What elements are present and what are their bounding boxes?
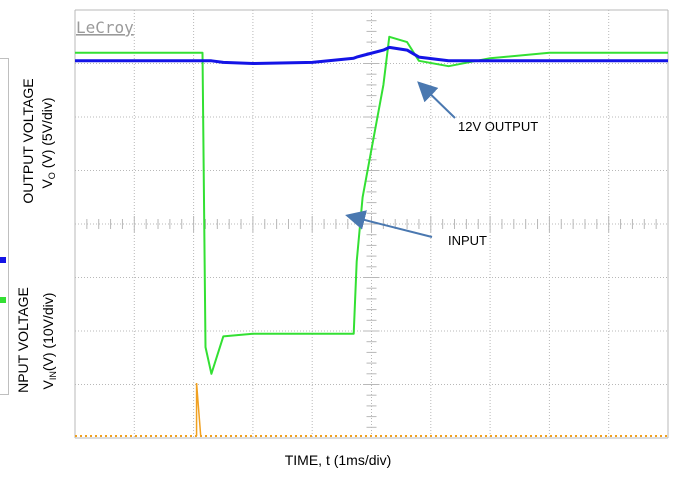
output-voltage-label: OUTPUT VOLTAGE [20, 78, 36, 204]
annotation-12v-output: 12V OUTPUT [458, 119, 538, 134]
x-axis-label: TIME, t (1ms/div) [284, 452, 392, 468]
annotation-layer: 12V OUTPUT INPUT [345, 81, 538, 248]
input-voltage-label: NPUT VOLTAGE [15, 287, 31, 393]
left-panel-edge-top [0, 58, 9, 395]
output-voltage-scale-label: VO (V) (5V/div) [39, 97, 57, 189]
output-trace [75, 45, 668, 65]
lecroy-logo-text: LeCroy [76, 18, 134, 37]
input-channel-marker [0, 297, 6, 303]
arrow-output [417, 81, 456, 119]
plot-grid [74, 9, 669, 439]
annotation-input: INPUT [448, 233, 487, 248]
aux-trace-spike [195, 382, 202, 437]
input-voltage-scale-label: VIN(V) (10V/div) [40, 292, 58, 390]
arrow-input [345, 210, 433, 238]
output-channel-marker [0, 257, 6, 263]
